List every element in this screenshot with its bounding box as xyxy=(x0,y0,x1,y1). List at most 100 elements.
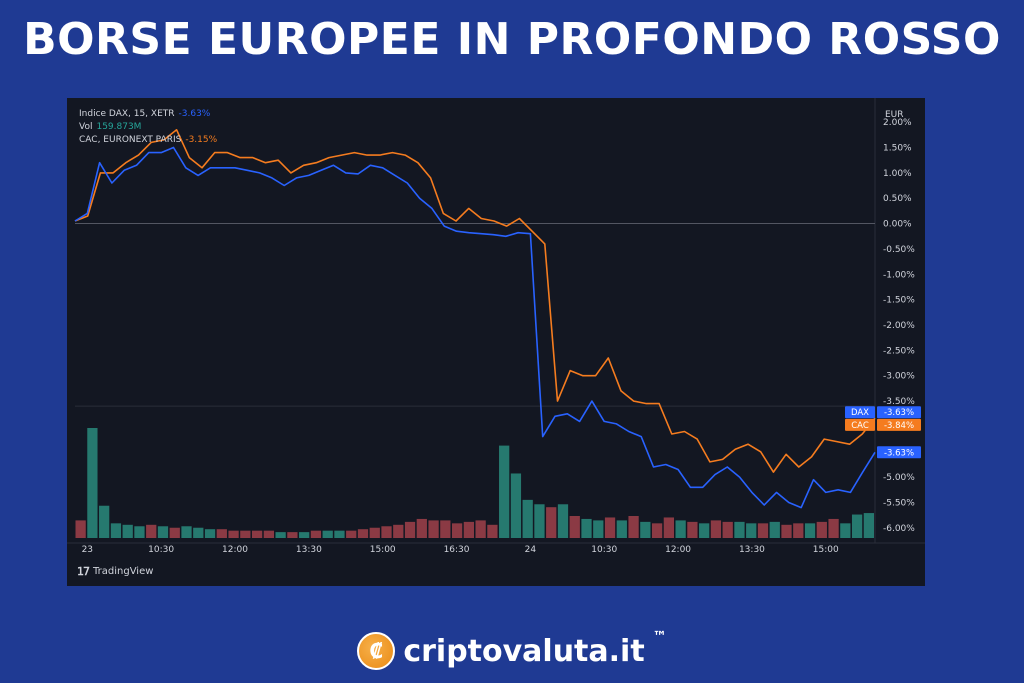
volume-bar xyxy=(734,521,745,538)
dax-last-tag-bg xyxy=(877,446,921,459)
volume-bar xyxy=(263,530,274,538)
y-tick-label: -0.50% xyxy=(883,245,915,255)
volume-bar xyxy=(416,518,427,538)
volume-bar xyxy=(110,523,122,538)
tradingview-brand[interactable]: 𝟣𝟩 TradingView xyxy=(77,565,153,578)
x-tick-label: 12:00 xyxy=(665,545,691,555)
volume-bar xyxy=(863,513,874,538)
volume-bar xyxy=(251,530,263,538)
headline: BORSE EUROPEE IN PROFONDO ROSSO xyxy=(23,14,1001,65)
legend-vol: Vol 159.873M xyxy=(79,122,141,132)
y-tick-label: -3.00% xyxy=(883,372,915,382)
volume-bar xyxy=(746,523,757,538)
x-tick-label: 16:30 xyxy=(444,545,470,555)
volume-bar xyxy=(534,504,545,538)
cac-value-tag: -3.84% xyxy=(884,421,914,431)
volume-bar xyxy=(640,521,651,538)
series-line-cac xyxy=(74,128,876,473)
currency-label: EUR xyxy=(885,110,904,120)
volume-bar xyxy=(75,520,86,538)
volume-bar xyxy=(146,524,157,538)
x-tick-label: 23 xyxy=(82,545,93,555)
volume-bar xyxy=(616,520,627,538)
volume-bar xyxy=(757,523,769,538)
volume-bar xyxy=(275,532,286,538)
volume-bar xyxy=(793,523,804,538)
volume-bar xyxy=(428,520,439,538)
tradingview-name: TradingView xyxy=(93,566,154,577)
volume-bar xyxy=(816,521,827,538)
volume-bar xyxy=(440,520,451,538)
volume-bar xyxy=(87,428,98,538)
volume-bar xyxy=(310,530,322,538)
volume-bar xyxy=(487,524,498,538)
chart-svg[interactable]: 2.00% 1.50% 1.00% 0.50% 0.00% -0.50% -1.00% -1.… xyxy=(67,98,925,586)
coin-logo-icon: ₡ xyxy=(357,632,396,670)
volume-bar xyxy=(463,521,474,538)
legend-vol-label: Vol xyxy=(79,122,93,132)
legend-dax: Indice DAX, 15, XETR -3.63% xyxy=(79,109,210,119)
x-tick-label: 13:30 xyxy=(739,545,765,555)
volume-bar xyxy=(546,507,557,538)
volume-bar xyxy=(381,526,392,538)
volume-bar xyxy=(499,445,510,538)
tradingview-logo-icon: 𝟣𝟩 xyxy=(77,565,90,578)
dax-last-tag: -3.63% xyxy=(884,448,914,458)
volume-bar xyxy=(287,532,298,538)
volume-bar xyxy=(322,530,333,538)
volume-bar xyxy=(357,529,369,538)
dax-name-tag: DAX xyxy=(851,408,869,418)
volume-bar xyxy=(122,524,133,538)
dax-name-tag-bg xyxy=(845,406,875,419)
volume-bar xyxy=(769,521,780,538)
volume-bar xyxy=(228,530,239,538)
y-tick-label: 0.50% xyxy=(883,194,912,204)
volume-bar xyxy=(663,517,674,538)
volume-bar xyxy=(604,517,616,538)
volume-bar xyxy=(475,520,486,538)
legend-cac-value: -3.15% xyxy=(185,135,218,145)
logo-text: criptovaluta.it xyxy=(403,633,645,669)
x-tick-label: 15:00 xyxy=(370,545,396,555)
volume-bar xyxy=(522,499,533,538)
volume-bar xyxy=(169,527,180,538)
legend-dax-label: Indice DAX, 15, XETR xyxy=(79,109,175,119)
volume-bar xyxy=(369,527,380,538)
volume-bar xyxy=(557,504,569,538)
x-tick-label: 10:30 xyxy=(591,545,617,555)
volume-bar xyxy=(510,473,522,538)
volume-bar xyxy=(699,523,710,538)
volume-bar xyxy=(804,523,816,538)
x-tick-label: 13:30 xyxy=(296,545,322,555)
x-tick-label: 10:30 xyxy=(148,545,174,555)
volume-bar xyxy=(99,505,110,538)
volume-bar xyxy=(157,526,169,538)
trademark: ™ xyxy=(652,629,667,645)
volume-bar xyxy=(781,524,792,538)
volume-bar xyxy=(851,514,863,538)
volume-bar xyxy=(628,516,639,538)
volume-bar xyxy=(581,518,592,538)
volume-bar xyxy=(134,526,145,538)
volume-bar xyxy=(651,523,663,538)
dax-value-tag-bg xyxy=(877,406,921,419)
volume-bar xyxy=(334,530,345,538)
volume-bar xyxy=(710,520,722,538)
chart-panel[interactable]: 2.00% 1.50% 1.00% 0.50% 0.00% -0.50% -1.00% -1.… xyxy=(67,98,925,586)
x-tick-label: 24 xyxy=(525,545,537,555)
volume-bar xyxy=(204,529,216,538)
volume-bar xyxy=(404,521,416,538)
volume-bar xyxy=(193,527,204,538)
cac-value-tag-bg xyxy=(877,418,921,431)
volume-bar xyxy=(593,520,604,538)
dax-value-tag: -3.63% xyxy=(884,408,914,418)
legend-vol-value: 159.873M xyxy=(96,122,142,132)
y-tick-label: -6.00% xyxy=(883,524,915,534)
y-tick-label: -2.50% xyxy=(883,346,915,356)
volume-bar xyxy=(828,518,839,538)
footer-logo: ₡ criptovaluta.it ™ xyxy=(0,629,1024,670)
y-tick-label: -5.50% xyxy=(883,499,915,509)
volume-bar xyxy=(216,529,227,538)
y-tick-label: 2.00% xyxy=(883,118,912,128)
volume-bar xyxy=(840,523,851,538)
